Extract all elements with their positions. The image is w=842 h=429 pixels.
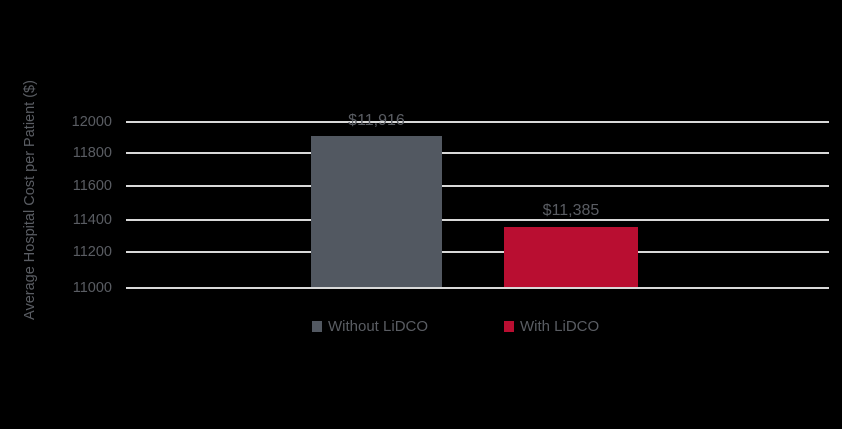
data-label: $11,385 [542, 202, 600, 219]
y-tick: 11200 [72, 244, 112, 260]
gridline [126, 185, 829, 187]
legend-label: With LiDCO [520, 318, 600, 335]
legend-item-with-lidco: With LiDCO [504, 318, 599, 335]
data-label: $11,916 [348, 112, 405, 129]
legend-item-without-lidco: Without LiDCO [312, 318, 428, 335]
gridline [126, 251, 829, 253]
legend-swatch [504, 321, 514, 332]
bar-with-lidco [504, 227, 638, 288]
gridline [126, 152, 829, 154]
gridline [126, 121, 829, 123]
y-axis-label: Average Hospital Cost per Patient ($) [22, 80, 38, 320]
legend-swatch [312, 321, 322, 332]
bar-without-lidco [311, 136, 442, 288]
y-tick: 11600 [72, 178, 112, 194]
y-tick: 11400 [72, 212, 112, 228]
y-tick: 11800 [72, 145, 112, 161]
baseline-gridline [126, 287, 829, 289]
y-tick: 11000 [72, 280, 112, 296]
gridline [126, 219, 829, 221]
legend-label: Without LiDCO [328, 318, 429, 335]
y-tick: 12000 [71, 114, 112, 130]
